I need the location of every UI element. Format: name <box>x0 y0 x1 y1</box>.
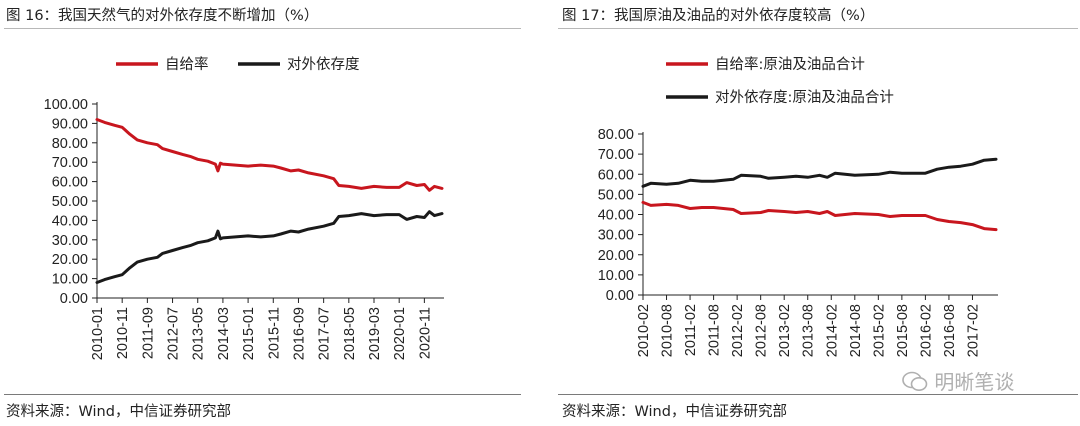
wechat-icon <box>902 371 928 391</box>
right-source-note: 资料来源：Wind，中信证券研究部 <box>562 404 787 420</box>
y-tick-label: 80.00 <box>598 127 634 143</box>
y-tick-label: 60.00 <box>598 167 634 183</box>
x-tick-label: 2017-02 <box>965 304 981 357</box>
x-tick-label: 2011-08 <box>707 304 723 356</box>
x-tick-label: 2012-07 <box>166 307 182 360</box>
x-tick-label: 2019-03 <box>367 307 383 360</box>
y-tick-label: 70.00 <box>598 147 634 163</box>
x-tick-label: 2014-08 <box>848 304 864 357</box>
y-tick-label: 40.00 <box>598 208 634 224</box>
legend-label-self-sufficiency: 自给率 <box>165 56 209 73</box>
right-y-axis: 0.00 10.00 20.00 30.00 40.00 50.00 60.00 70.00 8… <box>598 127 644 304</box>
left-legend: 自给率 对外依存度 <box>116 56 360 73</box>
y-tick-label: 0.00 <box>606 288 634 304</box>
legend-label-oil-self-sufficiency: 自给率:原油及油品合计 <box>715 56 865 73</box>
series-line-0 <box>95 118 444 192</box>
series-line-1 <box>641 157 998 188</box>
y-tick-label: 30.00 <box>52 233 88 249</box>
x-tick-label: 2012-08 <box>754 304 770 357</box>
y-tick-label: 70.00 <box>52 155 88 171</box>
y-tick-label: 100.00 <box>44 97 88 113</box>
right-series-group <box>641 157 998 232</box>
x-tick-label: 2015-11 <box>266 307 282 359</box>
left-source-rule <box>4 394 521 395</box>
watermark: 明晰笔谈 <box>902 366 1014 395</box>
watermark-text: 明晰笔谈 <box>934 370 1015 394</box>
x-tick-label: 2015-08 <box>895 304 911 357</box>
x-tick-label: 2010-08 <box>660 304 676 357</box>
y-tick-label: 60.00 <box>52 175 88 191</box>
x-tick-label: 2014-03 <box>216 307 232 360</box>
legend-label-dependence: 对外依存度 <box>287 56 360 73</box>
x-tick-label: 2014-02 <box>824 304 840 357</box>
y-tick-label: 10.00 <box>598 268 634 284</box>
x-tick-label: 2016-09 <box>291 307 307 360</box>
x-tick-label: 2015-02 <box>871 304 887 357</box>
y-tick-label: 30.00 <box>598 228 634 244</box>
left-series-group <box>95 118 444 284</box>
right-legend: 自给率:原油及油品合计 对外依存度:原油及油品合计 <box>666 56 894 106</box>
y-tick-label: 10.00 <box>52 272 88 288</box>
right-x-axis: 2010-02 2010-08 2011-02 2011-08 2012-02 2012-… <box>636 294 998 357</box>
x-tick-label: 2020-01 <box>392 307 408 360</box>
right-title-rule <box>558 28 1078 29</box>
x-tick-label: 2013-05 <box>191 307 207 360</box>
left-x-axis: 2010-01 2010-11 2011-09 2012-07 2013-05 2014-… <box>90 297 444 360</box>
left-y-axis: 0.00 10.00 20.00 30.00 40.00 50.00 60.00 70.00 8… <box>44 97 98 307</box>
series-line-1 <box>95 210 444 284</box>
right-source-rule <box>558 394 1078 395</box>
x-tick-label: 2010-01 <box>90 307 106 360</box>
right-chart: 自给率:原油及油品合计 对外依存度:原油及油品合计 0.00 10.00 20.00… <box>598 56 998 357</box>
right-chart-title: 图 17：我国原油及油品的对外依存度较高（%） <box>562 8 875 24</box>
x-tick-label: 2013-02 <box>777 304 793 357</box>
x-tick-label: 2017-07 <box>317 307 333 360</box>
y-tick-label: 50.00 <box>598 187 634 203</box>
x-tick-label: 2018-05 <box>342 307 358 360</box>
left-chart-title: 图 16：我国天然气的对外依存度不断增加（%） <box>6 8 319 24</box>
x-tick-label: 2013-08 <box>801 304 817 357</box>
left-chart: 自给率 对外依存度 0.00 10.00 20.00 30.00 40.00 50.00 6… <box>44 56 444 360</box>
x-tick-label: 2011-02 <box>683 304 699 356</box>
left-source-note: 资料来源：Wind，中信证券研究部 <box>6 404 231 420</box>
x-tick-label: 2015-01 <box>241 307 257 360</box>
series-line-0 <box>641 200 998 232</box>
y-tick-label: 50.00 <box>52 194 88 210</box>
x-tick-label: 2010-11 <box>115 307 131 359</box>
left-title-rule <box>4 28 521 29</box>
y-tick-label: 0.00 <box>60 291 88 307</box>
y-tick-label: 20.00 <box>52 252 88 268</box>
y-tick-label: 40.00 <box>52 213 88 229</box>
x-tick-label: 2016-02 <box>918 304 934 357</box>
x-tick-label: 2011-09 <box>140 307 156 359</box>
x-tick-label: 2012-02 <box>730 304 746 357</box>
y-tick-label: 90.00 <box>52 116 88 132</box>
x-tick-label: 2020-11 <box>417 307 433 359</box>
legend-label-oil-dependence: 对外依存度:原油及油品合计 <box>715 89 894 106</box>
x-tick-label: 2010-02 <box>636 304 652 357</box>
x-tick-label: 2016-08 <box>942 304 958 357</box>
y-tick-label: 20.00 <box>598 248 634 264</box>
y-tick-label: 80.00 <box>52 136 88 152</box>
